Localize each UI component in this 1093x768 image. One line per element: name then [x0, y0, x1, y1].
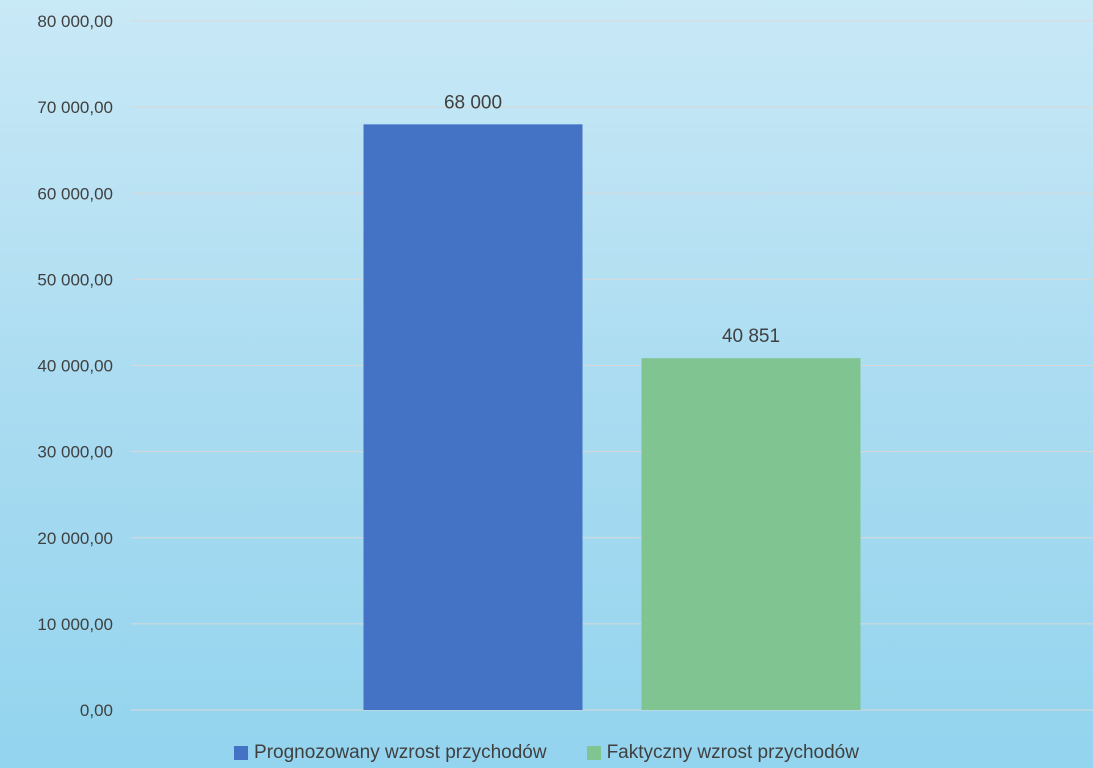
bars	[363, 124, 861, 711]
data-labels: 68 000 40 851	[444, 92, 780, 347]
y-tick-label: 50 000,00	[37, 270, 113, 289]
legend-label-forecast: Prognozowany wzrost przychodów	[254, 742, 547, 763]
legend: Prognozowany wzrost przychodów Faktyczny…	[0, 738, 1093, 768]
y-tick-label: 60 000,00	[37, 184, 113, 203]
bar-chart: 0,00 10 000,00 20 000,00 30 000,00 40 000,00…	[37, 12, 1093, 720]
data-label-actual: 40 851	[722, 326, 780, 347]
y-tick-label: 20 000,00	[37, 529, 113, 548]
y-tick-label: 10 000,00	[37, 615, 113, 634]
legend-swatch-actual	[586, 746, 601, 760]
bar-forecast	[363, 124, 583, 711]
y-tick-label: 80 000,00	[37, 12, 113, 31]
bar-actual	[641, 358, 861, 710]
y-axis-tick-labels: 0,00 10 000,00 20 000,00 30 000,00 40 000,00…	[37, 12, 113, 720]
gridlines	[131, 20, 1093, 711]
legend-entry-forecast: Prognozowany wzrost przychodów	[234, 742, 547, 764]
legend-swatch-forecast	[234, 746, 249, 760]
y-tick-label: 30 000,00	[37, 443, 113, 462]
legend-entry-actual: Faktyczny wzrost przychodów	[586, 742, 859, 764]
y-tick-label: 70 000,00	[37, 98, 113, 117]
legend-label-actual: Faktyczny wzrost przychodów	[606, 742, 859, 763]
y-tick-label: 0,00	[80, 701, 113, 720]
data-label-forecast: 68 000	[444, 92, 502, 113]
y-tick-label: 40 000,00	[37, 357, 113, 376]
